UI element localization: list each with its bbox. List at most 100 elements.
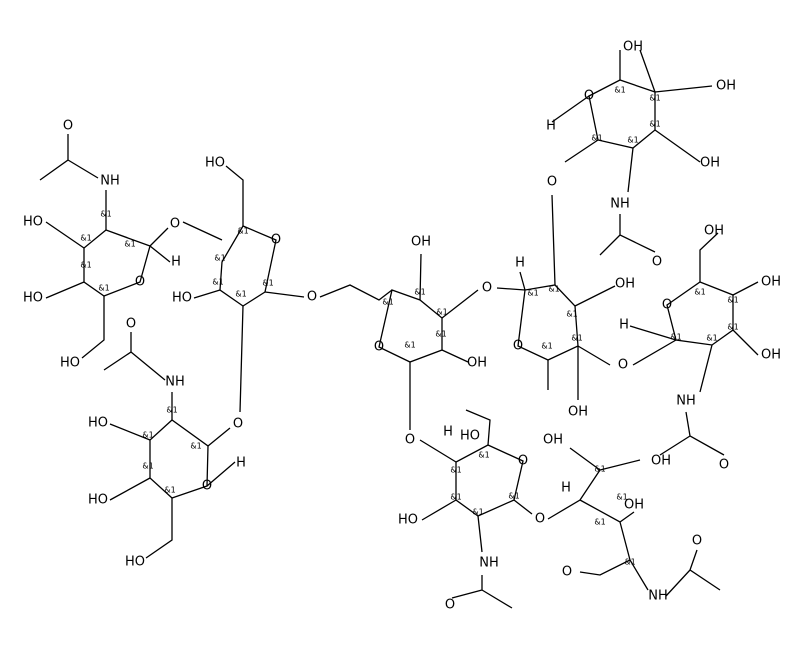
atom-label: OH bbox=[615, 277, 635, 292]
atom-label: HO bbox=[23, 291, 43, 306]
atom-label: O bbox=[513, 339, 523, 354]
atom-label: OH bbox=[543, 433, 563, 448]
stereo-label: &1 bbox=[100, 210, 111, 219]
stereo-label: &1 bbox=[414, 288, 425, 297]
atom-label: HO bbox=[88, 416, 108, 431]
atom-label: HO bbox=[205, 156, 225, 171]
atom-label: H bbox=[443, 425, 453, 440]
stereo-label: &1 bbox=[541, 342, 552, 351]
atom-label: OH bbox=[704, 224, 724, 239]
stereo-label: &1 bbox=[237, 227, 248, 236]
atom-label: H bbox=[515, 256, 525, 271]
stereo-label: &1 bbox=[649, 120, 660, 129]
stereo-label: &1 bbox=[594, 465, 605, 474]
atom-label: HO bbox=[60, 356, 80, 371]
atom-label: O bbox=[233, 417, 243, 432]
stereo-label: &1 bbox=[508, 492, 519, 501]
atom-label: NH bbox=[165, 375, 185, 390]
atom-label: O bbox=[618, 358, 628, 373]
atom-label: OH bbox=[411, 235, 431, 250]
atom-label: H bbox=[619, 318, 629, 333]
stereo-label: &1 bbox=[727, 323, 738, 332]
atom-label: NH bbox=[479, 556, 499, 571]
stereo-label: &1 bbox=[404, 341, 415, 350]
stereo-label: &1 bbox=[124, 240, 135, 249]
stereo-label: &1 bbox=[164, 486, 175, 495]
stereo-label: &1 bbox=[235, 290, 246, 299]
stereo-label: &1 bbox=[616, 493, 627, 502]
bonds bbox=[39, 49, 759, 609]
stereo-label: &1 bbox=[624, 558, 635, 567]
atom-label: H bbox=[236, 456, 246, 471]
atom-label: O bbox=[307, 290, 317, 305]
stereo-label: &1 bbox=[450, 493, 461, 502]
atom-label: O bbox=[584, 89, 594, 104]
stereo-label: &1 bbox=[382, 298, 393, 307]
stereo-label: &1 bbox=[472, 508, 483, 517]
atom-label: O bbox=[562, 565, 572, 580]
atom-label: O bbox=[445, 598, 455, 613]
stereo-label: &1 bbox=[627, 136, 638, 145]
stereo-label: &1 bbox=[694, 288, 705, 297]
atom-label: OH bbox=[568, 405, 588, 420]
atom-label: OH bbox=[700, 156, 720, 171]
stereo-label: &1 bbox=[212, 278, 223, 287]
ring bbox=[149, 419, 209, 499]
atom-label: O bbox=[547, 175, 557, 190]
atom-label: HO bbox=[88, 493, 108, 508]
atom-label: H bbox=[171, 255, 181, 270]
atom-label: OH bbox=[761, 348, 781, 363]
stereo-label: &1 bbox=[706, 334, 717, 343]
stereo-label: &1 bbox=[614, 86, 625, 95]
atom-label: OH bbox=[624, 498, 644, 513]
stereo-label: &1 bbox=[450, 466, 461, 475]
atom-label: OH bbox=[761, 275, 781, 290]
stereo-label: &1 bbox=[670, 333, 681, 342]
atom-label: HO bbox=[23, 215, 43, 230]
stereo-label: &1 bbox=[527, 289, 538, 298]
stereo-label: &1 bbox=[566, 310, 577, 319]
atom-label: HO bbox=[460, 429, 480, 444]
stereo-label: &1 bbox=[262, 279, 273, 288]
atom-label: O bbox=[662, 298, 672, 313]
stereo-label: &1 bbox=[142, 462, 153, 471]
atom-label: O bbox=[126, 317, 136, 332]
atom-label: O bbox=[63, 119, 73, 134]
stereo-label: &1 bbox=[571, 334, 582, 343]
atom-label: NH bbox=[676, 394, 696, 409]
stereo-label: &1 bbox=[435, 330, 446, 339]
atom-label: H bbox=[546, 119, 556, 134]
stereo-label: &1 bbox=[548, 285, 559, 294]
atom-label: O bbox=[692, 534, 702, 549]
atom-label: H bbox=[561, 481, 571, 496]
atom-label: O bbox=[135, 275, 145, 290]
atom-label: O bbox=[202, 479, 212, 494]
atom-label: O bbox=[652, 255, 662, 270]
stereo-label: &1 bbox=[594, 518, 605, 527]
stereo-label: &1 bbox=[98, 284, 109, 293]
stereo-label: &1 bbox=[214, 254, 225, 263]
atom-label: O bbox=[518, 454, 528, 469]
stereo-label: &1 bbox=[166, 406, 177, 415]
stereo-label: &1 bbox=[436, 308, 447, 317]
atom-label: O bbox=[535, 512, 545, 527]
atom-label: NH bbox=[610, 197, 630, 212]
atom-label: NH bbox=[648, 589, 668, 604]
atom-label: O bbox=[170, 217, 180, 232]
atom-label: NH bbox=[100, 174, 120, 189]
atom-label: HO bbox=[125, 555, 145, 570]
stereo-label: &1 bbox=[190, 442, 201, 451]
atom-label: O bbox=[719, 458, 729, 473]
ring bbox=[219, 225, 277, 307]
atom-label: OH bbox=[623, 40, 643, 55]
stereo-label: &1 bbox=[478, 451, 489, 460]
atom-label: O bbox=[271, 233, 281, 248]
atom-label: O bbox=[374, 340, 384, 355]
atom-label: O bbox=[482, 281, 492, 296]
stereo-label: &1 bbox=[80, 261, 91, 270]
stereo-label: &1 bbox=[649, 94, 660, 103]
atom-label: HO bbox=[398, 513, 418, 528]
atom-label: OH bbox=[651, 454, 671, 469]
